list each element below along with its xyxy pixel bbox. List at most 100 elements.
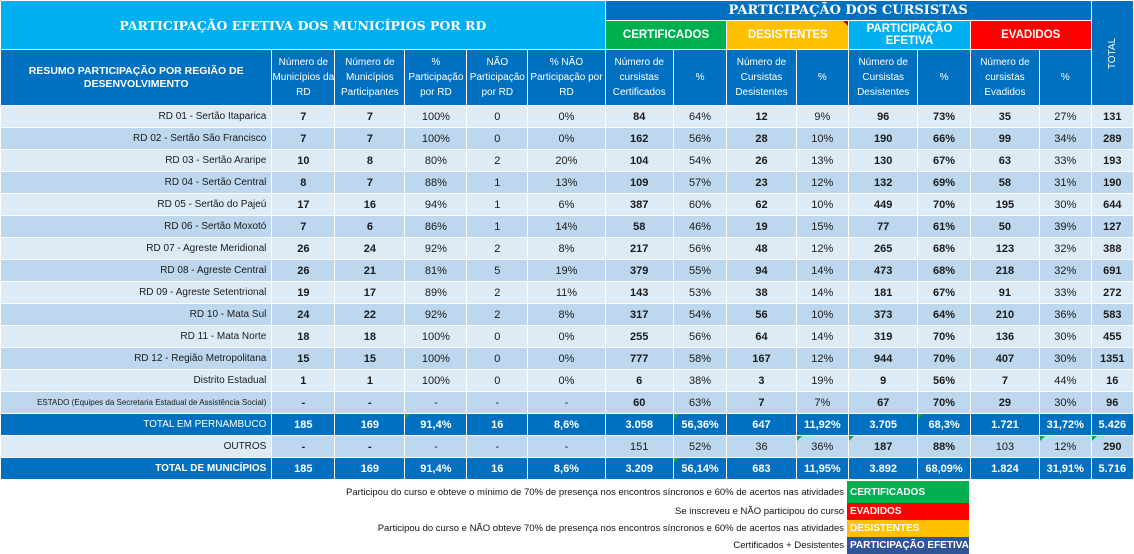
- cell-pct-certificados: 56%: [672, 237, 728, 260]
- cell-num-participacao-efetiva: 187: [848, 435, 919, 458]
- table-row: RD 12 - Região Metropolitana 15 15 100% 0 0% 7…: [0, 347, 1134, 370]
- group-evadidos: EVADIDOS: [969, 20, 1092, 50]
- cell-num-desistentes: 38: [726, 281, 797, 304]
- cell-nao-participacao: 0: [466, 105, 529, 128]
- cell-pct-participacao: 100%: [404, 127, 468, 150]
- cell-num-desistentes: 19: [726, 215, 797, 238]
- table-row: RD 01 - Sertão Itaparica 7 7 100% 0 0% 84 64% 12…: [0, 105, 1134, 128]
- cell-num-desistentes: 167: [726, 347, 797, 370]
- cell-nao-participacao: 2: [466, 237, 529, 260]
- col-pct-participacao-efetiva: %: [917, 49, 971, 106]
- cell-pct-nao-participacao: 8%: [527, 303, 606, 326]
- cell-num-municipios-participantes: 7: [334, 127, 406, 150]
- cell-total: 289: [1090, 127, 1134, 150]
- cell-nao-participacao: 2: [466, 303, 529, 326]
- cell-pct-participacao-efetiva: 73%: [917, 105, 971, 128]
- cell-pct-participacao-efetiva: 61%: [917, 215, 971, 238]
- legend-badge: CERTIFICADOS: [847, 481, 969, 503]
- cell-pct-certificados: 55%: [672, 259, 728, 282]
- col-pct-participacao: % Participação por RD: [404, 49, 468, 106]
- cell-num-participacao-efetiva: 77: [848, 215, 919, 238]
- cell-num-desistentes: 56: [726, 303, 797, 326]
- cell-total: 272: [1090, 281, 1134, 304]
- legend-description: Se inscreveu e NÃO participou do curso: [675, 506, 844, 517]
- total-municipios-row: TOTAL DE MUNICÍPIOS 185 169 91,4% 16 8,6% 3.20…: [0, 457, 1134, 480]
- cell-num-desistentes: 64: [726, 325, 797, 348]
- cell-num-municipios-participantes: 22: [334, 303, 406, 326]
- legend-description: Certificados + Desistentes: [733, 540, 844, 551]
- col-pct-nao-participacao: % NÃO Participação por RD: [527, 49, 606, 106]
- cell-num-municipios-participantes: 15: [334, 347, 406, 370]
- row-label: Distrito Estadual: [0, 369, 273, 392]
- col-pct-certificados: %: [672, 49, 728, 106]
- cell-num-municipios-participantes: -: [334, 435, 406, 458]
- cell-pct-participacao-efetiva: 67%: [917, 149, 971, 172]
- cell-pct-evadidos: 32%: [1038, 237, 1092, 260]
- cell-pct-participacao-efetiva: 70%: [917, 193, 971, 216]
- cell-num-municipios-participantes: 1: [334, 369, 406, 392]
- legend-item: Se inscreveu e NÃO participou do curso EV…: [0, 503, 969, 520]
- cell-num-municipios-participantes: 17: [334, 281, 406, 304]
- participation-table: PARTICIPAÇÃO EFETIVA DOS MUNICÍPIOS POR …: [0, 0, 1134, 480]
- cell-num-municipios-participantes: 6: [334, 215, 406, 238]
- cell-num-certificados: 3.058: [604, 413, 674, 436]
- cell-pct-participacao-efetiva: 67%: [917, 281, 971, 304]
- cell-pct-participacao: 100%: [404, 347, 468, 370]
- cell-pct-evadidos: 27%: [1038, 105, 1092, 128]
- row-label: RD 05 - Sertão do Pajeú: [0, 193, 273, 216]
- cell-pct-participacao: 81%: [404, 259, 468, 282]
- cell-pct-evadidos: 30%: [1038, 193, 1092, 216]
- cell-nao-participacao: 0: [466, 369, 529, 392]
- cell-num-certificados: 104: [604, 149, 674, 172]
- row-label: RD 11 - Mata Norte: [0, 325, 273, 348]
- cell-num-municipios-rd: 26: [271, 237, 336, 260]
- legend-badge: EVADIDOS: [847, 503, 969, 520]
- group-desistentes: DESISTENTES: [726, 20, 850, 50]
- cell-pct-desistentes: 7%: [795, 391, 850, 414]
- cell-total: 583: [1090, 303, 1134, 326]
- table-row: RD 09 - Agreste Setentrional 19 17 89% 2 11% 1…: [0, 281, 1134, 304]
- cell-num-municipios-rd: 19: [271, 281, 336, 304]
- cell-num-municipios-rd: -: [271, 391, 336, 414]
- cell-num-evadidos: 50: [969, 215, 1040, 238]
- cell-pct-certificados: 56%: [672, 127, 728, 150]
- cell-pct-desistentes: 14%: [795, 259, 850, 282]
- legend-description: Participou do curso e NÃO obteve 70% de …: [377, 523, 844, 534]
- table-row: RD 10 - Mata Sul 24 22 92% 2 8% 317 54% 56 10% 373…: [0, 303, 1134, 326]
- cell-num-municipios-participantes: 7: [334, 105, 406, 128]
- cell-pct-evadidos: 30%: [1038, 347, 1092, 370]
- cell-pct-participacao: 88%: [404, 171, 468, 194]
- cell-pct-evadidos: 31%: [1038, 171, 1092, 194]
- table-row: RD 03 - Sertão Araripe 10 8 80% 2 20% 104 54% 26…: [0, 149, 1134, 172]
- cell-num-certificados: 387: [604, 193, 674, 216]
- cell-pct-participacao-efetiva: 69%: [917, 171, 971, 194]
- col-nao-participacao: NÃO Participação por RD: [466, 49, 529, 106]
- row-label: RD 09 - Agreste Setentrional: [0, 281, 273, 304]
- total-pernambuco-row: TOTAL EM PERNAMBUCO 185 169 91,4% 16 8,6% 3.05…: [0, 413, 1134, 436]
- cell-pct-certificados: 53%: [672, 281, 728, 304]
- cell-num-desistentes: 683: [726, 457, 797, 480]
- cell-pct-desistentes: 10%: [795, 127, 850, 150]
- table-row: RD 06 - Sertão Moxotó 7 6 86% 1 14% 58 46% 19 15%…: [0, 215, 1134, 238]
- cell-pct-desistentes: 14%: [795, 325, 850, 348]
- cell-num-desistentes: 28: [726, 127, 797, 150]
- row-label: RD 07 - Agreste Meridional: [0, 237, 273, 260]
- cell-nao-participacao: 16: [466, 413, 529, 436]
- cell-pct-participacao: 100%: [404, 325, 468, 348]
- cell-pct-desistentes: 10%: [795, 193, 850, 216]
- legend: Participou do curso e obteve o mínimo de…: [0, 481, 1134, 554]
- row-label: RD 02 - Sertão São Francisco: [0, 127, 273, 150]
- cell-total: 5.426: [1090, 413, 1134, 436]
- cell-pct-evadidos: 33%: [1038, 149, 1092, 172]
- cell-total: 127: [1090, 215, 1134, 238]
- cell-total: 1351: [1090, 347, 1134, 370]
- cell-pct-nao-participacao: 8%: [527, 237, 606, 260]
- cell-num-certificados: 58: [604, 215, 674, 238]
- cell-nao-participacao: 0: [466, 127, 529, 150]
- cell-num-desistentes: 94: [726, 259, 797, 282]
- cell-pct-nao-participacao: -: [527, 435, 606, 458]
- cell-pct-certificados: 64%: [672, 105, 728, 128]
- cell-pct-desistentes: 12%: [795, 347, 850, 370]
- cell-num-certificados: 60: [604, 391, 674, 414]
- cell-pct-evadidos: 31,72%: [1038, 413, 1092, 436]
